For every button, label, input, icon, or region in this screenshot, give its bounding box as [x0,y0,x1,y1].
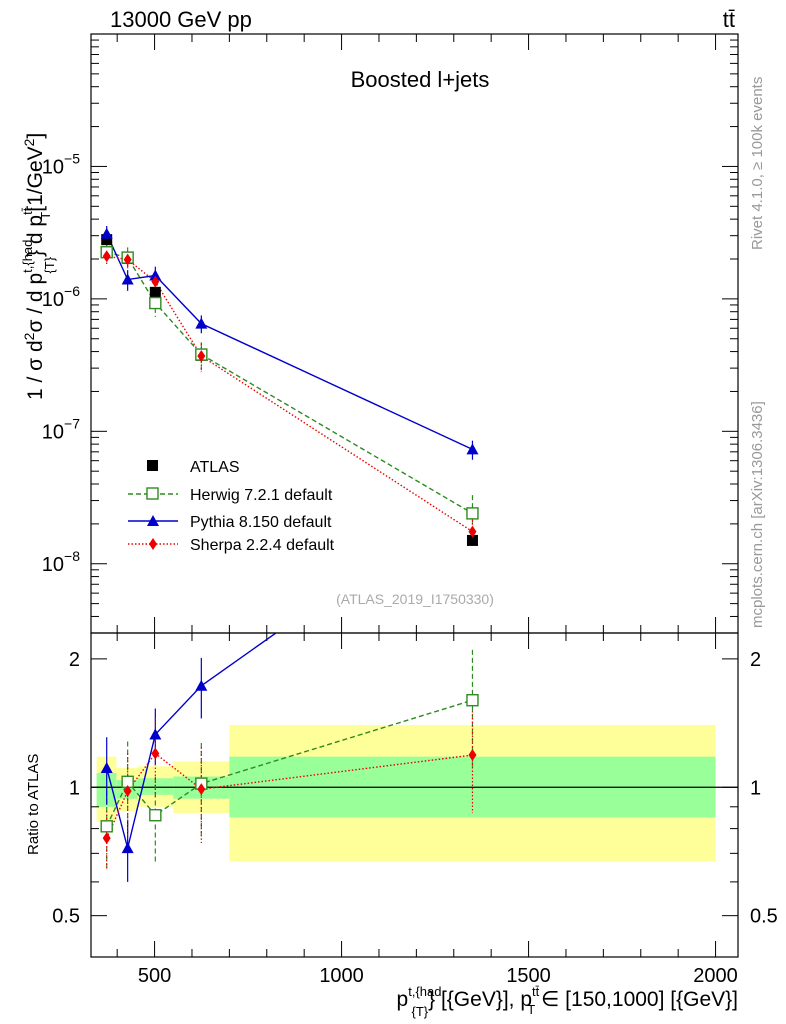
main-point-sherpa [468,525,477,538]
legend: ATLAS Herwig 7.2.1 default Pythia 8.150 … [128,459,335,554]
x-axis-label: pt,{had {T}} [{GeV}], ptt̄ T ∈ [150,1000] … [397,984,738,1019]
ratio-point-pythia [149,728,162,740]
legend-label-herwig: Herwig 7.2.1 default [190,487,333,504]
ratio-y-axis-label: Ratio to ATLAS [25,754,42,855]
ratio-data [100,633,479,882]
main-point-atlas [101,234,113,246]
ratio-point-sherpa [123,785,132,798]
legend-marker-sherpa [149,538,157,550]
ratio-point-sherpa [197,783,206,796]
x-tick-label: 1000 [319,965,364,987]
x-tick-label: 2000 [693,965,738,987]
main-point-herwig [466,507,479,520]
x-tick-label: 1500 [506,965,551,987]
y-ratio-tick-label-right: 1 [750,777,761,799]
main-data [100,226,479,547]
ratio-point-sherpa [151,747,160,760]
ratio-point-pythia [100,761,113,773]
ratio-point-herwig [466,694,479,707]
ratio-plot-frame [90,632,739,958]
ratio-point-sherpa [102,832,111,845]
main-point-pythia [195,317,208,329]
axis-ticks: 500 1000 1500 2000 10−5 10−6 10−7 10−8 0.5 0.5 1 1 2… [42,34,778,987]
y-axis-label: 1 / σ d2σ / d pt,{had {T}} d ptt̄T[1/GeV2… [20,133,57,400]
main-plot-frame [90,33,739,634]
legend-label-atlas: ATLAS [190,459,240,476]
y-main-tick-label: 10−5 [42,150,80,178]
main-line-herwig [106,251,473,515]
y-main-tick-label: 10−7 [42,415,80,443]
main-point-pythia [466,443,479,455]
y-ratio-tick-label: 1 [69,777,80,799]
rivet-version-label: Rivet 4.1.0, ≥ 100k events [749,77,766,250]
ratio-point-herwig [149,809,162,822]
main-point-pythia [100,227,113,239]
y-ratio-tick-label-right: 2 [750,649,761,671]
main-point-sherpa [151,275,160,288]
main-line-pythia [106,233,473,451]
y-ratio-tick-label: 0.5 [52,906,80,928]
main-point-herwig [149,296,162,310]
main-point-pythia [121,273,134,285]
x-tick-label: 500 [138,965,171,987]
mcplots-label: mcplots.cern.ch [arXiv:1306.3436] [749,401,766,628]
ratio-point-pythia [121,842,134,854]
main-point-sherpa [102,250,111,263]
main-point-sherpa [123,253,132,266]
legend-label-pythia: Pythia 8.150 default [190,514,332,531]
legend-marker-herwig [146,487,159,500]
header-left: 13000 GeV pp [110,7,252,32]
analysis-watermark: (ATLAS_2019_I1750330) [336,591,494,607]
plot-title: Boosted l+jets [351,67,490,92]
y-main-tick-label: 10−6 [42,283,80,311]
legend-marker-atlas [147,460,158,471]
legend-marker-pythia [147,515,159,526]
ratio-point-sherpa [468,749,477,762]
main-point-atlas [149,286,161,298]
y-ratio-tick-label-right: 0.5 [750,906,778,928]
y-main-tick-label: 10−8 [42,548,80,576]
y-ratio-tick-label: 2 [69,649,80,671]
header-right: tt̄ [723,7,735,32]
legend-label-sherpa: Sherpa 2.2.4 default [190,537,335,554]
ratio-bands [96,724,716,862]
ratio-point-pythia [195,679,208,691]
main-point-pythia [149,269,162,281]
ratio-point-herwig [100,820,113,833]
main-point-sherpa [197,350,206,363]
main-point-atlas [466,534,478,546]
